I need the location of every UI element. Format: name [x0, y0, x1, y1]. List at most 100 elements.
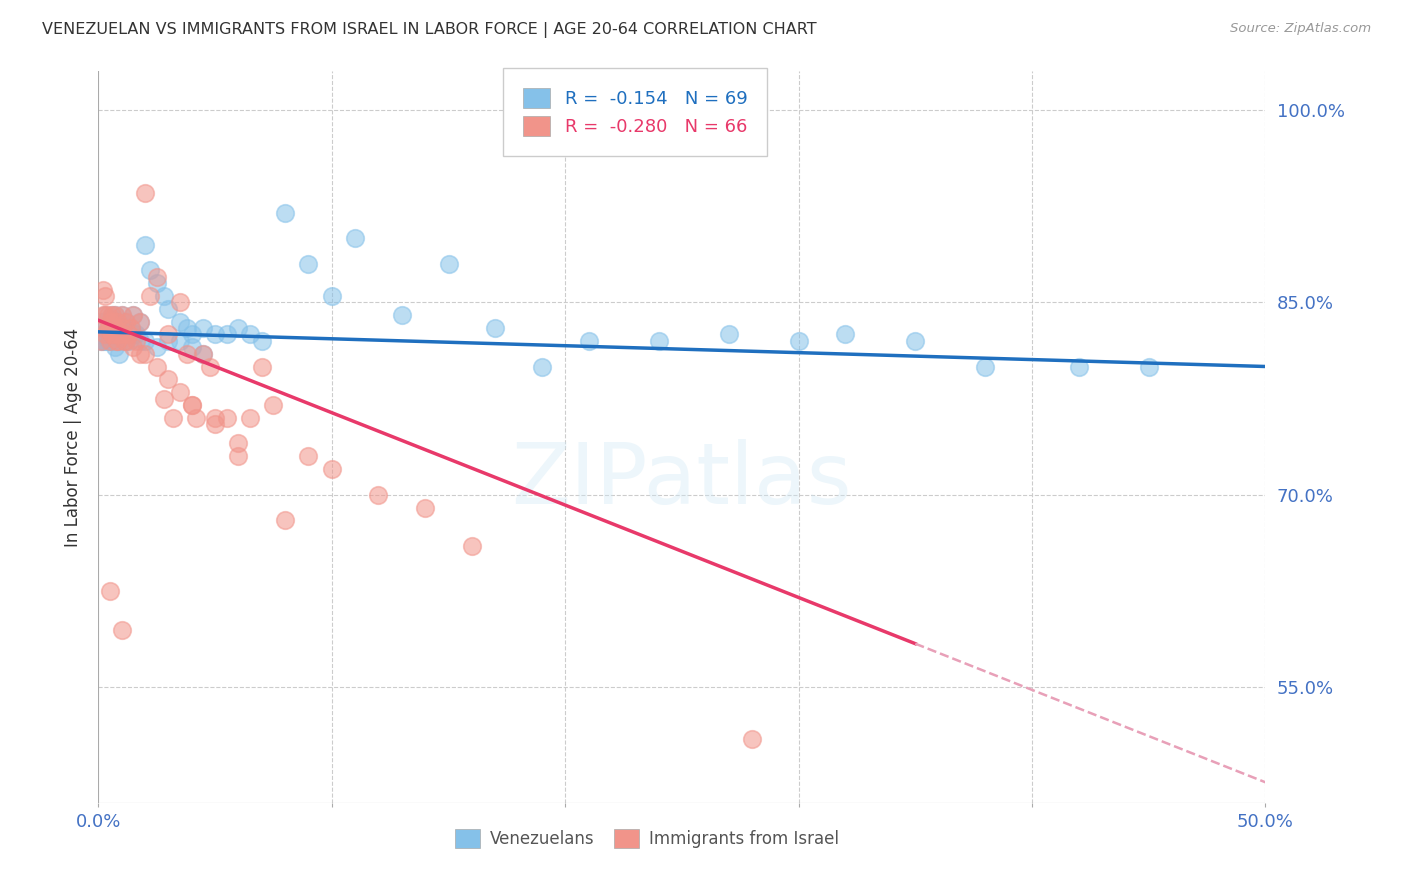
Point	[157, 301, 180, 316]
Point	[111, 623, 134, 637]
Point	[122, 308, 145, 322]
Point	[98, 334, 121, 348]
Point	[146, 269, 169, 284]
Point	[98, 315, 121, 329]
Point	[250, 359, 273, 374]
Point	[321, 462, 343, 476]
Point	[108, 327, 131, 342]
Point	[180, 398, 202, 412]
Point	[134, 346, 156, 360]
Point	[122, 308, 145, 322]
Point	[105, 315, 128, 329]
Point	[176, 321, 198, 335]
Point	[105, 315, 128, 329]
Point	[146, 359, 169, 374]
Point	[115, 334, 138, 348]
Point	[105, 334, 128, 348]
Point	[193, 346, 215, 360]
Point	[97, 321, 120, 335]
Point	[146, 276, 169, 290]
Point	[974, 359, 997, 374]
Y-axis label: In Labor Force | Age 20-64: In Labor Force | Age 20-64	[63, 327, 82, 547]
Point	[413, 500, 436, 515]
Point	[134, 237, 156, 252]
Point	[530, 359, 553, 374]
Point	[157, 334, 180, 348]
Point	[104, 321, 127, 335]
Point	[90, 334, 112, 348]
Point	[139, 263, 162, 277]
Point	[484, 321, 506, 335]
Point	[118, 334, 141, 348]
Point	[98, 315, 121, 329]
Point	[741, 731, 763, 746]
Point	[94, 308, 117, 322]
Point	[215, 410, 238, 425]
Point	[274, 514, 297, 528]
Point	[91, 308, 114, 322]
Point	[108, 346, 131, 360]
Point	[104, 321, 127, 335]
Point	[162, 410, 184, 425]
Point	[239, 410, 262, 425]
Point	[239, 327, 262, 342]
Point	[97, 334, 120, 348]
Point	[193, 346, 215, 360]
Point	[367, 488, 389, 502]
Point	[152, 289, 174, 303]
Point	[204, 410, 226, 425]
Point	[115, 334, 138, 348]
Point	[186, 410, 208, 425]
Point	[180, 398, 202, 412]
Point	[200, 359, 222, 374]
Point	[101, 308, 124, 322]
Point	[169, 334, 191, 348]
Point	[90, 334, 112, 348]
Point	[193, 321, 215, 335]
Point	[101, 334, 124, 348]
Point	[115, 315, 138, 329]
Text: VENEZUELAN VS IMMIGRANTS FROM ISRAEL IN LABOR FORCE | AGE 20-64 CORRELATION CHAR: VENEZUELAN VS IMMIGRANTS FROM ISRAEL IN …	[42, 22, 817, 38]
Point	[180, 340, 202, 354]
Point	[297, 257, 319, 271]
Text: Source: ZipAtlas.com: Source: ZipAtlas.com	[1230, 22, 1371, 36]
Text: ZIPatlas: ZIPatlas	[512, 440, 852, 523]
Point	[647, 334, 669, 348]
Point	[204, 327, 226, 342]
Point	[94, 327, 117, 342]
Point	[122, 327, 145, 342]
Point	[112, 327, 135, 342]
Point	[91, 321, 114, 335]
Point	[461, 539, 484, 553]
Point	[91, 283, 114, 297]
Point	[104, 308, 127, 322]
Point	[787, 334, 810, 348]
Point	[125, 327, 148, 342]
Point	[120, 321, 142, 335]
Point	[94, 289, 117, 303]
Point	[91, 334, 114, 348]
Point	[169, 295, 191, 310]
Point	[717, 327, 740, 342]
Point	[104, 340, 127, 354]
Point	[129, 315, 152, 329]
Point	[321, 289, 343, 303]
Point	[108, 334, 131, 348]
Point	[129, 346, 152, 360]
Point	[146, 340, 169, 354]
Point	[215, 327, 238, 342]
Point	[98, 334, 121, 348]
Point	[578, 334, 600, 348]
Point	[904, 334, 927, 348]
Point	[344, 231, 367, 245]
Point	[134, 186, 156, 201]
Point	[297, 450, 319, 464]
Point	[228, 450, 250, 464]
Point	[98, 321, 121, 335]
Point	[180, 327, 202, 342]
Point	[250, 334, 273, 348]
Point	[112, 334, 135, 348]
Point	[91, 315, 114, 329]
Point	[1137, 359, 1160, 374]
Point	[169, 385, 191, 400]
